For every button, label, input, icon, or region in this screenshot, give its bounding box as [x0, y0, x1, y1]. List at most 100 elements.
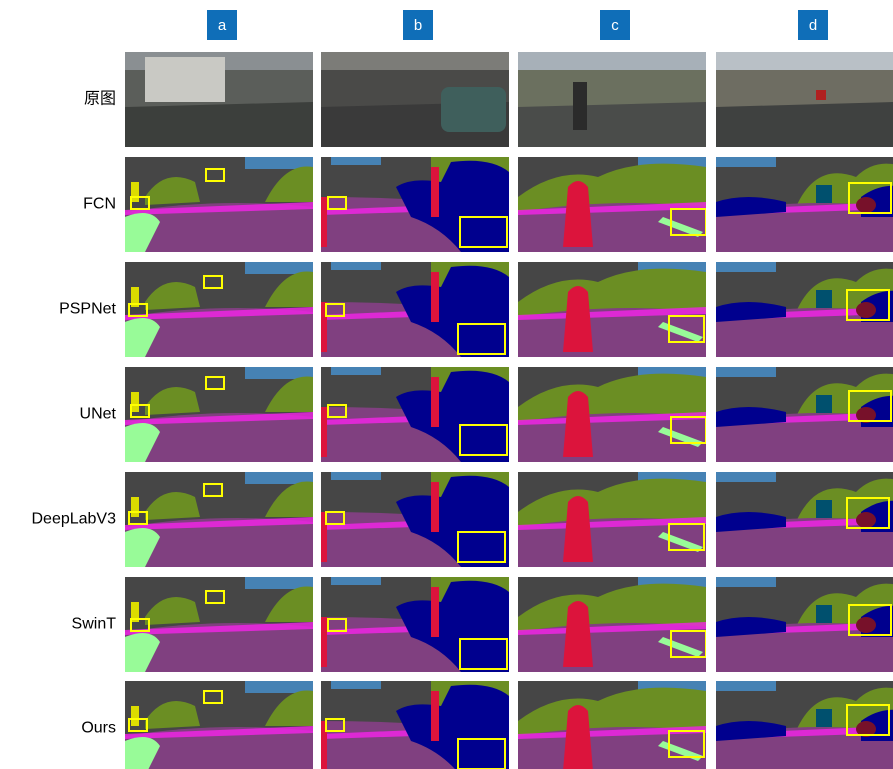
highlight-box — [668, 730, 705, 758]
seg-car — [716, 185, 893, 217]
highlight-box — [130, 404, 150, 418]
seg-person — [563, 705, 593, 769]
photo-person — [573, 82, 587, 130]
seg-vegetation — [145, 376, 313, 415]
seg-sky — [245, 157, 313, 169]
highlight-box — [846, 704, 890, 736]
seg-vegetation — [518, 268, 706, 317]
photo-road — [716, 102, 893, 147]
image-cell — [518, 472, 706, 567]
seg-road — [125, 727, 313, 769]
image-cell — [716, 157, 893, 252]
image-cell — [518, 157, 706, 252]
seg-car — [396, 580, 509, 672]
image-cell — [125, 262, 313, 357]
highlight-box — [325, 303, 345, 317]
seg-vegetation — [145, 586, 313, 625]
column-badge — [207, 10, 237, 40]
seg-car — [716, 290, 893, 322]
row-label: DeepLabV3 — [31, 511, 116, 528]
image-cell — [716, 472, 893, 567]
seg-person — [321, 721, 327, 769]
seg-car — [396, 370, 509, 462]
seg-car — [716, 395, 893, 427]
highlight-box — [846, 497, 890, 529]
row-label: SwinT — [72, 616, 117, 633]
image-cell — [518, 367, 706, 462]
image-cell — [321, 577, 509, 672]
seg-sign — [131, 497, 139, 517]
highlight-box — [128, 303, 148, 317]
seg-road — [125, 413, 313, 462]
highlight-box — [327, 618, 347, 632]
image-cell — [125, 577, 313, 672]
seg-car — [716, 605, 893, 637]
seg-terrain — [125, 318, 160, 357]
seg-terrain — [125, 213, 160, 252]
row-label: UNet — [80, 406, 117, 423]
image-cell — [321, 52, 509, 147]
seg-sidewalk — [518, 726, 706, 739]
seg-person — [563, 496, 593, 562]
highlight-box — [203, 483, 223, 497]
seg-vegetation — [145, 166, 313, 205]
seg-terrain — [125, 737, 160, 769]
seg-sky — [716, 367, 776, 377]
seg-sign — [131, 182, 139, 202]
image-cell — [716, 577, 893, 672]
highlight-box — [846, 289, 890, 321]
column-badge — [798, 10, 828, 40]
seg-road — [125, 308, 313, 357]
seg-vegetation — [145, 690, 313, 729]
seg-car — [816, 500, 832, 518]
seg-terrain — [125, 423, 160, 462]
seg-car — [816, 605, 832, 623]
seg-terrain — [125, 633, 160, 672]
seg-car — [716, 709, 893, 741]
seg-car — [816, 395, 832, 413]
image-cell — [716, 367, 893, 462]
seg-person — [321, 617, 327, 667]
column-label: a — [218, 17, 227, 34]
seg-person — [431, 167, 439, 217]
seg-sidewalk — [125, 202, 313, 215]
seg-road — [716, 203, 893, 252]
highlight-box — [848, 182, 892, 214]
seg-sky — [716, 681, 776, 691]
seg-car — [816, 185, 832, 203]
highlight-box — [325, 718, 345, 732]
highlight-box — [670, 208, 706, 236]
seg-vegetation — [145, 481, 313, 520]
photo-road — [518, 102, 706, 147]
seg-person — [563, 601, 593, 667]
seg-sidewalk — [125, 412, 313, 425]
highlight-box — [203, 690, 223, 704]
seg-rider — [856, 197, 876, 213]
highlight-box — [130, 196, 150, 210]
seg-person — [321, 197, 327, 247]
seg-terrain — [658, 637, 703, 657]
seg-person — [431, 587, 439, 637]
image-cell — [125, 472, 313, 567]
image-cell — [125, 367, 313, 462]
column-badge — [600, 10, 630, 40]
seg-sky — [245, 367, 313, 379]
highlight-box — [459, 424, 508, 456]
photo-bus — [816, 90, 826, 100]
highlight-box — [205, 590, 225, 604]
seg-sidewalk — [518, 307, 706, 320]
highlight-box — [459, 638, 508, 670]
highlight-box — [459, 216, 508, 248]
image-cell — [518, 52, 706, 147]
image-cell — [321, 367, 509, 462]
seg-sky — [716, 157, 776, 167]
seg-person — [431, 482, 439, 532]
seg-rider — [856, 302, 876, 318]
image-cell — [321, 157, 509, 252]
seg-car — [816, 290, 832, 308]
highlight-box — [668, 523, 705, 551]
highlight-box — [130, 618, 150, 632]
highlight-box — [327, 196, 347, 210]
seg-person — [563, 391, 593, 457]
seg-sign — [131, 287, 139, 307]
